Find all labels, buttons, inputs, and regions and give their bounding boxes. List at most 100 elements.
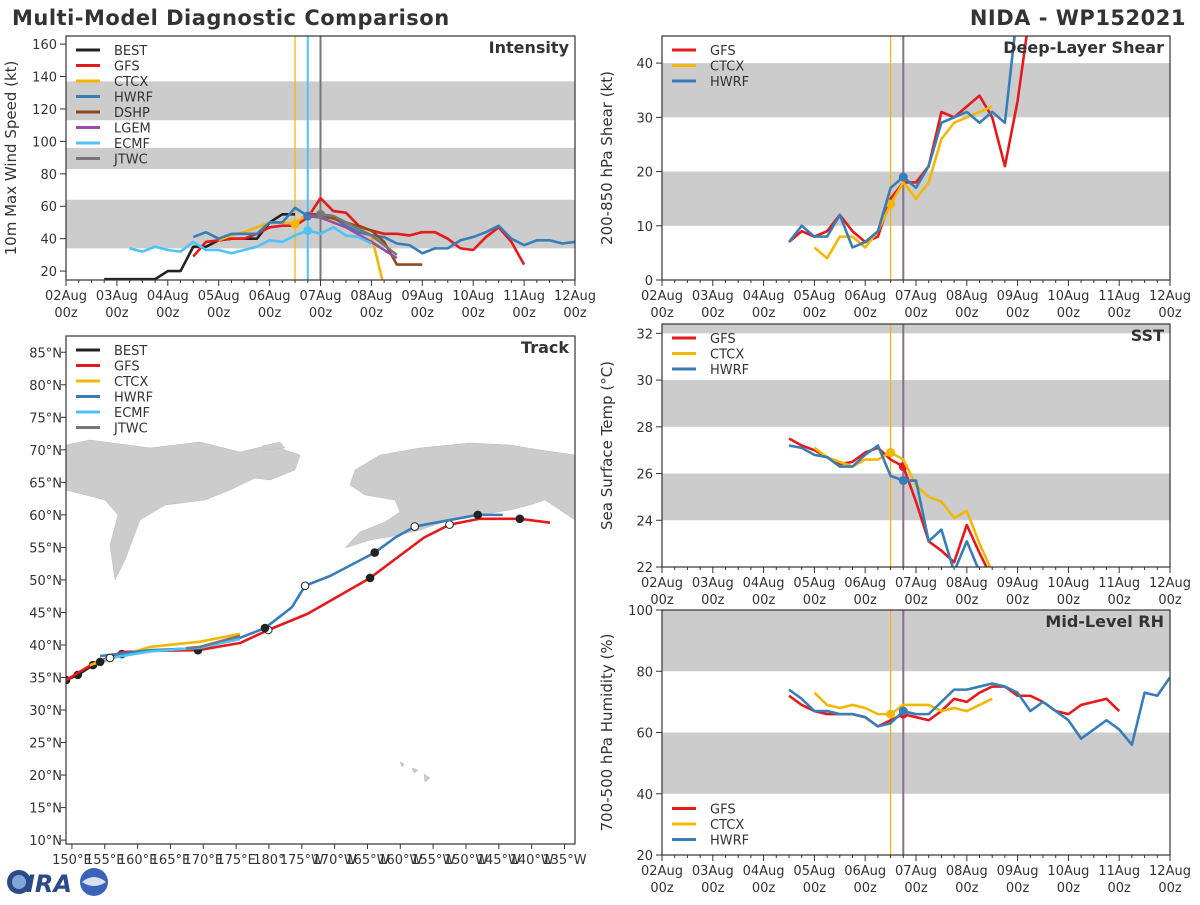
plot-frame: [661, 323, 1171, 568]
shaded-band: [662, 324, 1170, 334]
panel-title: Track: [521, 338, 569, 357]
panel-sst: 02Aug 00z 03Aug 00z 04Aug 00z 05Aug 00z 06Aug 00z…: [598, 323, 1191, 608]
lon-tick-label: 140°W: [510, 853, 554, 868]
lat-tick-label: 40°N: [29, 639, 62, 654]
lat-tick-label: 35°N: [29, 671, 62, 686]
init-point-ctcx: [886, 199, 896, 209]
x-tick-label: 00z: [650, 593, 674, 608]
x-tick-label: 00z: [752, 881, 776, 896]
x-tick-label: 00z: [54, 306, 78, 321]
x-tick-label: 00z: [1108, 881, 1132, 896]
x-tick-label: 10Aug: [1047, 576, 1089, 591]
shaded-band: [662, 610, 1170, 672]
lon-tick-label: 165°E: [151, 853, 191, 868]
x-tick-label: 09Aug: [997, 289, 1039, 304]
x-tick-label: 00z: [105, 306, 129, 321]
x-tick-label: 09Aug: [401, 289, 443, 304]
legend-label: GFS: [710, 803, 736, 818]
y-tick-label: 40: [40, 233, 57, 248]
panel-rh: 02Aug 00z 03Aug 00z 04Aug 00z 05Aug 00z 06Aug 00z…: [598, 604, 1191, 896]
x-tick-label: 00z: [752, 306, 776, 321]
x-tick-label: 04Aug: [743, 576, 785, 591]
lat-tick-label: 60°N: [29, 509, 62, 524]
legend-label: GFS: [710, 332, 736, 347]
y-axis-label: 10m Max Wind Speed (kt): [2, 61, 20, 256]
legend-label: JTWC: [113, 153, 148, 168]
lat-tick-label: 15°N: [29, 802, 62, 817]
plot-area: [662, 36, 1170, 280]
y-tick-label: 24: [636, 514, 653, 529]
track-point: [370, 548, 379, 557]
legend-label: GFS: [710, 44, 736, 59]
y-tick-label: 140: [32, 71, 57, 86]
x-tick-label: 00z: [1057, 306, 1081, 321]
legend-label: HWRF: [114, 91, 153, 106]
y-tick-label: 10: [636, 220, 653, 235]
y-tick-label: 60: [636, 727, 653, 742]
x-tick-label: 00z: [803, 593, 827, 608]
x-tick-label: 00z: [904, 593, 928, 608]
series-line-jtwc: [320, 213, 398, 256]
panel-title: Deep-Layer Shear: [1003, 38, 1164, 57]
lon-tick-label: 180°: [253, 853, 284, 868]
y-axis-label: 200-850 hPa Shear (kt): [598, 71, 616, 245]
x-tick-label: 10Aug: [1047, 289, 1089, 304]
lon-tick-label: 150°W: [444, 853, 488, 868]
lon-tick-label: 160°W: [378, 853, 422, 868]
x-tick-label: 07Aug: [895, 576, 937, 591]
y-tick-label: 160: [32, 38, 57, 53]
shaded-band: [662, 732, 1170, 794]
legend-label: DSHP: [114, 106, 150, 121]
y-tick-label: 100: [32, 135, 57, 150]
plot-frame: [661, 35, 1171, 281]
panel-track: 150°E155°E160°E165°E170°E175°E180°175°W1…: [29, 335, 587, 868]
lon-tick-label: 150°E: [52, 853, 92, 868]
lat-tick-label: 50°N: [29, 574, 62, 589]
panel-title: Intensity: [489, 38, 570, 57]
lon-tick-label: 170°E: [184, 853, 224, 868]
x-tick-label: 05Aug: [793, 864, 835, 879]
legend-label: BEST: [114, 344, 147, 359]
legend-label: ECMF: [114, 406, 150, 421]
x-tick-label: 00z: [512, 306, 536, 321]
legend-label: CTCX: [710, 818, 744, 833]
plot-frame: [661, 609, 1171, 856]
plot-area: [662, 324, 1170, 567]
legend-label: HWRF: [710, 834, 749, 849]
init-point-hwrf: [898, 706, 908, 716]
series-line-ecmf: [129, 226, 372, 255]
lat-tick-label: 65°N: [29, 476, 62, 491]
x-tick-label: 02Aug: [641, 576, 683, 591]
x-tick-label: 04Aug: [743, 864, 785, 879]
x-tick-label: 00z: [854, 881, 878, 896]
y-tick-label: 20: [636, 849, 653, 864]
lat-tick-label: 55°N: [29, 541, 62, 556]
plot-frame: [65, 335, 576, 845]
lat-tick-label: 30°N: [29, 704, 62, 719]
legend-label: CTCX: [114, 375, 148, 390]
x-tick-label: 00z: [854, 593, 878, 608]
x-tick-label: 00z: [563, 306, 587, 321]
lon-tick-label: 155°E: [85, 853, 125, 868]
land-mass: [344, 442, 575, 549]
x-tick-label: 11Aug: [1098, 864, 1140, 879]
y-tick-label: 32: [636, 327, 653, 342]
lon-tick-label: 175°W: [280, 853, 324, 868]
plot-area: [66, 36, 575, 280]
cira-logo-graphic: IRA: [7, 868, 108, 898]
series-line-lgem: [307, 213, 398, 260]
x-tick-label: 02Aug: [641, 864, 683, 879]
y-tick-label: 30: [636, 374, 653, 389]
x-tick-label: 00z: [955, 881, 979, 896]
x-tick-label: 00z: [650, 881, 674, 896]
land-mass: [66, 439, 301, 581]
x-tick-label: 09Aug: [997, 576, 1039, 591]
x-tick-label: 07Aug: [895, 289, 937, 304]
y-tick-label: 100: [628, 604, 653, 619]
x-tick-label: 00z: [854, 306, 878, 321]
y-axis-label: 700-500 hPa Humidity (%): [598, 633, 616, 831]
x-tick-label: 10Aug: [452, 289, 494, 304]
track-point: [473, 510, 483, 520]
track-point: [410, 522, 420, 531]
lat-tick-label: 80°N: [29, 379, 62, 394]
